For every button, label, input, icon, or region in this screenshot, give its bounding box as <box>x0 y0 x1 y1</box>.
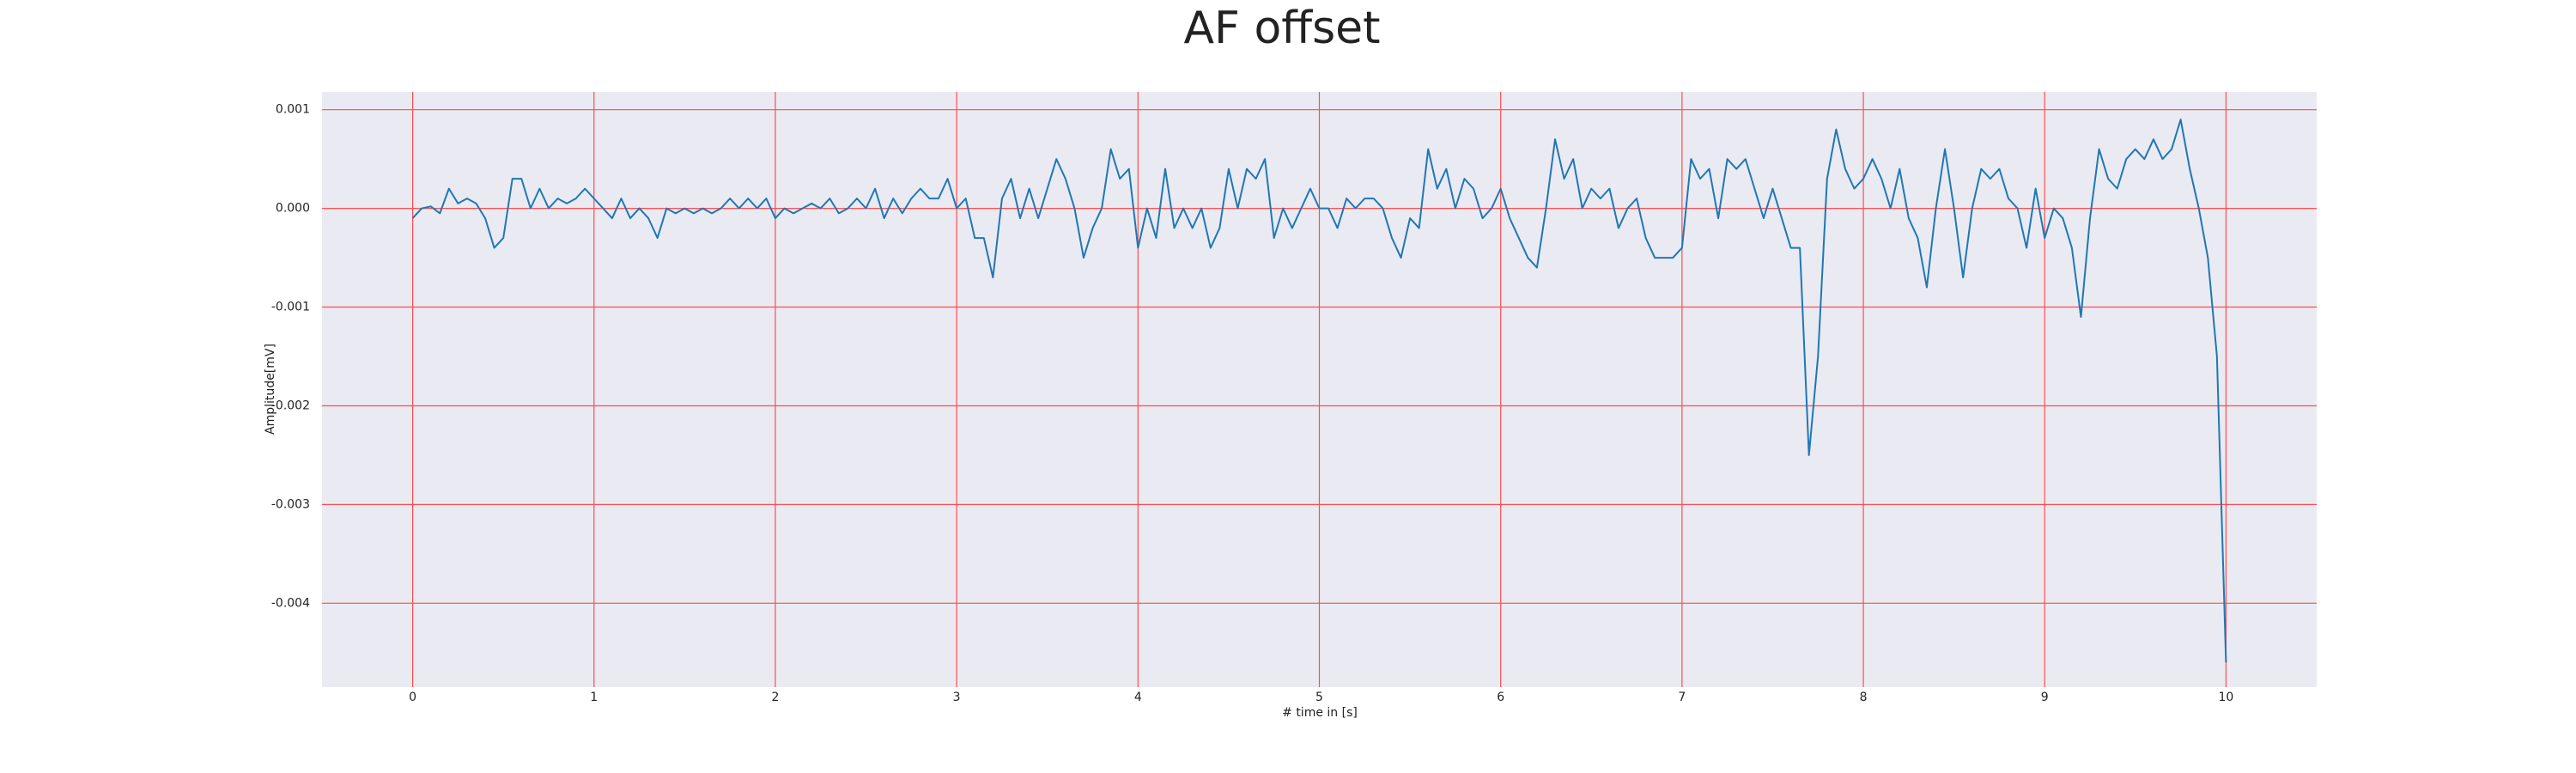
y-tick-label: 0.000 <box>276 202 310 216</box>
x-axis-label: # time in [s] <box>1282 706 1358 720</box>
x-tick-label: 1 <box>590 691 598 704</box>
y-tick-label: -0.004 <box>271 596 310 610</box>
x-tick-label: 8 <box>1860 691 1868 704</box>
x-tick-label: 3 <box>953 691 961 704</box>
y-axis-label: Amplitude[mV] <box>264 344 277 435</box>
x-tick-label: 5 <box>1315 691 1323 704</box>
x-tick-label: 4 <box>1134 691 1142 704</box>
y-tick-label: 0.001 <box>276 103 310 117</box>
x-tick-label: 6 <box>1497 691 1504 704</box>
x-tick-label: 10 <box>2218 691 2233 704</box>
chart-title: AF offset <box>1183 3 1380 54</box>
x-tick-label: 7 <box>1678 691 1686 704</box>
data-line <box>411 119 2227 663</box>
x-tick-label: 2 <box>771 691 779 704</box>
x-tick-label: 0 <box>409 691 416 704</box>
y-tick-label: -0.003 <box>271 497 310 511</box>
y-tick-label: -0.001 <box>271 301 310 314</box>
x-tick-label: 9 <box>2041 691 2049 704</box>
y-tick-label: -0.002 <box>271 399 310 412</box>
